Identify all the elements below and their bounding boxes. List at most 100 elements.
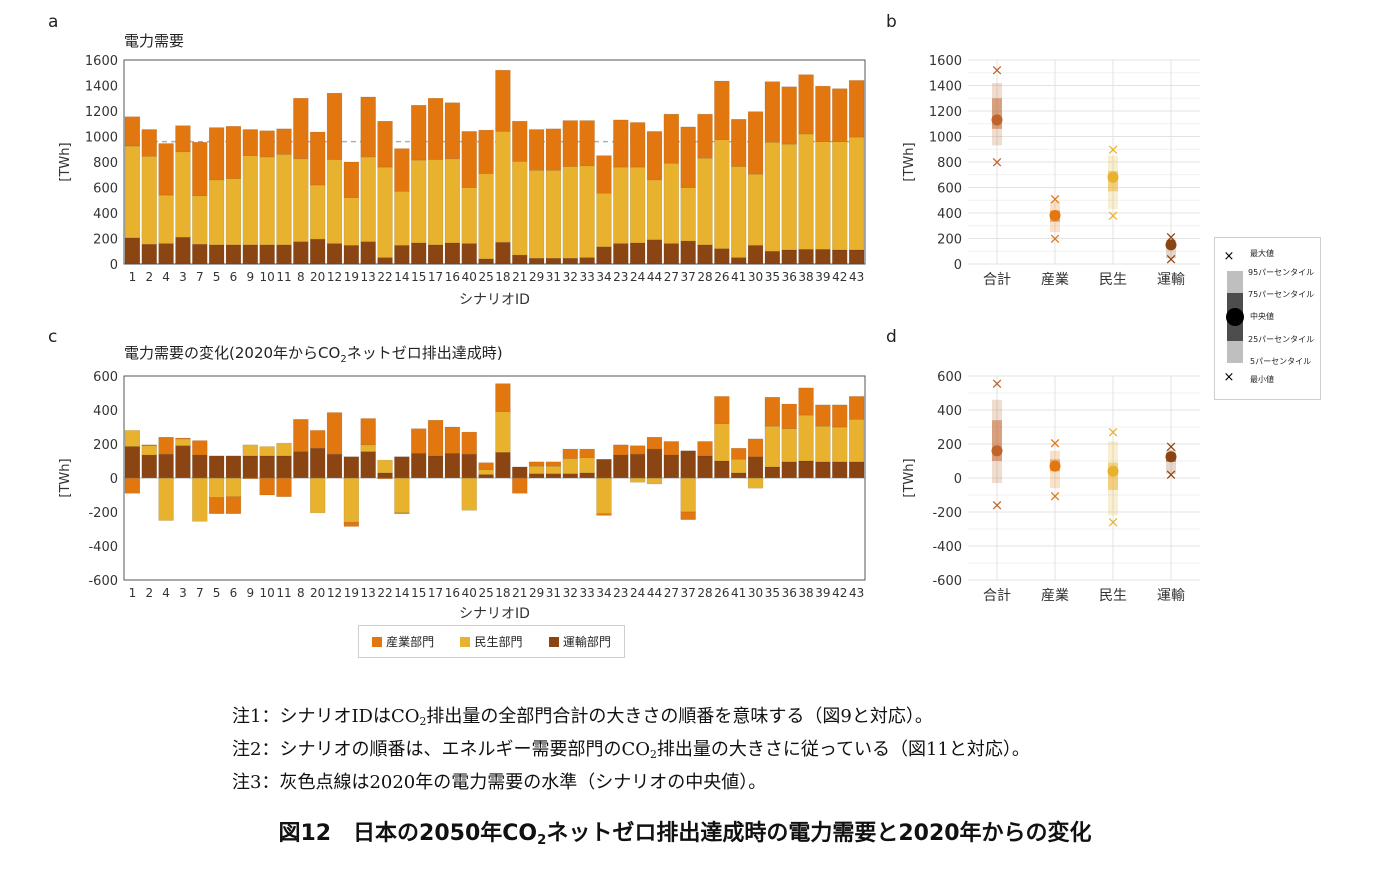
bar-segment (259, 244, 275, 265)
x-tick-label: 30 (748, 586, 763, 600)
x-tick-label: 42 (832, 270, 847, 284)
bar-segment (764, 466, 781, 479)
bar-segment (528, 170, 545, 259)
bar-segment (815, 404, 831, 427)
x-tick-label: 40 (462, 270, 477, 284)
y-tick-label: 400 (93, 207, 118, 222)
bar-segment (377, 166, 393, 258)
bar-segment (562, 458, 578, 474)
bar-segment (124, 477, 141, 494)
bar-segment (798, 387, 814, 416)
bar-segment (326, 412, 343, 455)
median-dot (1165, 451, 1177, 463)
bar-segment (646, 131, 663, 181)
bar-segment (310, 448, 326, 479)
bar-segment (832, 426, 848, 463)
bar-segment (427, 98, 444, 160)
bar-segment (208, 497, 225, 514)
bar-segment (208, 127, 225, 181)
x-tick-label: 4 (162, 586, 170, 600)
legend-min-icon: × (1224, 370, 1235, 385)
min-marker: × (1165, 466, 1178, 484)
bar-segment (832, 461, 848, 479)
bar-segment (545, 128, 562, 171)
bar-segment (444, 158, 461, 244)
bar-segment (832, 404, 848, 428)
bar-segment (579, 472, 595, 479)
x-tick-label: 17 (428, 270, 443, 284)
bar-segment (579, 165, 595, 258)
bar-segment (562, 258, 578, 265)
bar-segment (731, 448, 747, 460)
x-tick-label: 18 (495, 270, 510, 284)
bar-segment (343, 161, 360, 198)
x-tick-label: 37 (681, 270, 696, 284)
bar-segment (815, 425, 831, 463)
bar-segment (293, 241, 309, 265)
bar-segment (663, 113, 679, 164)
bar-segment (394, 477, 410, 514)
y-tick-label: -600 (932, 574, 962, 589)
y-tick-label: -200 (88, 506, 118, 521)
x-tick-label: 21 (512, 586, 527, 600)
range-p25-p75 (992, 420, 1002, 461)
bar-segment (377, 472, 393, 479)
bar-segment (326, 453, 343, 479)
bar-segment (461, 243, 477, 265)
bar-segment (747, 111, 764, 175)
x-tick-label: 38 (798, 586, 813, 600)
bar-segment (781, 428, 797, 463)
bar-segment (360, 451, 376, 479)
bar-segment (680, 126, 696, 188)
x-tick-label: 35 (765, 270, 780, 284)
distribution-legend: × × 最大値 95パーセンタイル 75パーセンタイル 中央値 25パーセンタイ… (1214, 237, 1321, 400)
bar-segment (293, 158, 309, 242)
y-tick-label: 1600 (85, 54, 118, 69)
y-axis-label: [TWh] (902, 142, 917, 181)
x-tick-label: 11 (276, 586, 291, 600)
bar-segment (326, 159, 343, 244)
bar-segment (158, 143, 174, 196)
x-tick-label: 23 (613, 586, 628, 600)
bar-segment (158, 243, 174, 265)
legend-label-transport: 運輸部門 (562, 635, 611, 649)
bar-segment (259, 130, 275, 158)
bar-segment (276, 442, 292, 457)
x-tick-label: 42 (832, 586, 847, 600)
x-tick-label: 26 (714, 270, 729, 284)
bar-segment (613, 243, 629, 265)
bar-segment (259, 156, 275, 246)
bar-segment (276, 455, 292, 479)
bar-segment (141, 156, 157, 245)
bar-segment (815, 141, 831, 250)
bar-segment (512, 477, 528, 494)
bar-segment (629, 445, 646, 455)
bar-segment (461, 453, 477, 479)
bar-segment (747, 245, 764, 265)
x-tick-label: 26 (714, 586, 729, 600)
bar-segment (259, 455, 275, 479)
bar-segment (528, 461, 545, 467)
bar-segment (124, 116, 141, 147)
bar-segment (815, 249, 831, 265)
x-tick-label: 9 (246, 586, 254, 600)
bar-segment (646, 436, 663, 450)
y-tick-label: 200 (93, 438, 118, 453)
bar-segment (310, 131, 326, 186)
bar-segment (495, 411, 511, 453)
y-tick-label: 600 (93, 182, 118, 197)
x-tick-label: 20 (310, 586, 325, 600)
bar-segment (545, 461, 562, 467)
bar-segment (680, 477, 696, 513)
y-tick-label: 200 (93, 233, 118, 248)
bar-segment (411, 242, 427, 265)
bar-segment (293, 98, 309, 160)
x-tick-label: 37 (681, 586, 696, 600)
bar-segment (798, 133, 814, 250)
median-dot (1049, 210, 1061, 222)
legend-swatch-transport (548, 636, 559, 647)
bar-segment (663, 454, 679, 479)
bar-segment (141, 243, 157, 265)
x-tick-label: 31 (546, 270, 561, 284)
